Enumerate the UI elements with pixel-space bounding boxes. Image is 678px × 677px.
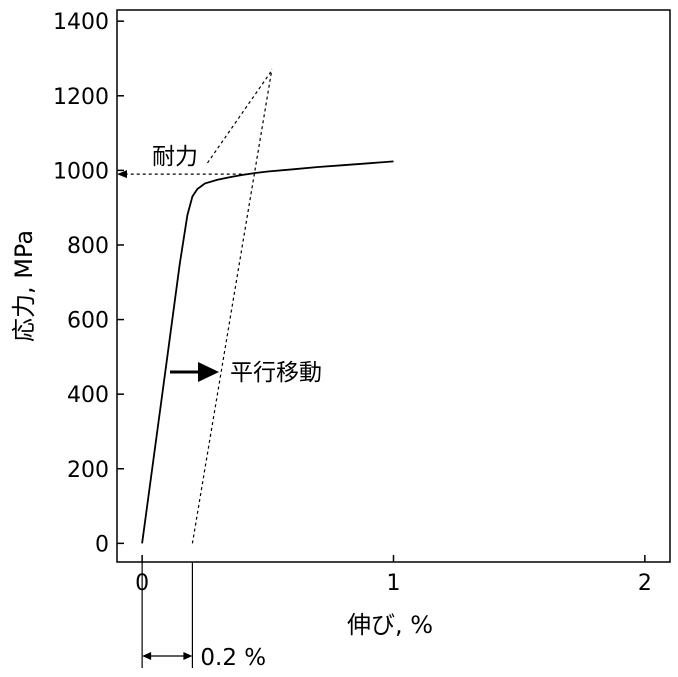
x-tick-label: 1 <box>387 571 401 596</box>
x-tick-label: 2 <box>638 571 652 596</box>
offset-dashed-line <box>206 69 273 164</box>
y-tick-label: 1200 <box>53 85 109 110</box>
y-tick-label: 1400 <box>53 10 109 35</box>
y-axis-title: 応力, MPa <box>10 230 38 342</box>
offset-arrowhead-left <box>142 652 152 660</box>
stress-strain-curve <box>141 160 394 544</box>
proof-stress-label: 耐力 <box>152 144 198 170</box>
y-tick-label: 1000 <box>53 159 109 184</box>
y-tick-label: 400 <box>67 383 109 408</box>
y-tick-label: 200 <box>67 458 109 483</box>
offset-dashed-line <box>191 69 273 544</box>
y-axis-ticks: 0 200 400 600 800 1000 1200 1400 <box>53 10 124 557</box>
offset-label: 0.2 % <box>200 645 266 671</box>
y-tick-label: 0 <box>95 532 109 557</box>
offset-arrowhead-right <box>183 652 193 660</box>
parallel-shift-label: 平行移動 <box>230 360 322 386</box>
chart-marks <box>141 69 394 544</box>
proof-stress-arrowhead <box>117 170 127 179</box>
y-tick-label: 800 <box>67 234 109 259</box>
x-axis-title: 伸び, % <box>347 611 433 639</box>
parallel-shift-arrowhead <box>198 362 219 382</box>
y-tick-label: 600 <box>67 309 109 334</box>
plot-frame <box>116 9 671 563</box>
